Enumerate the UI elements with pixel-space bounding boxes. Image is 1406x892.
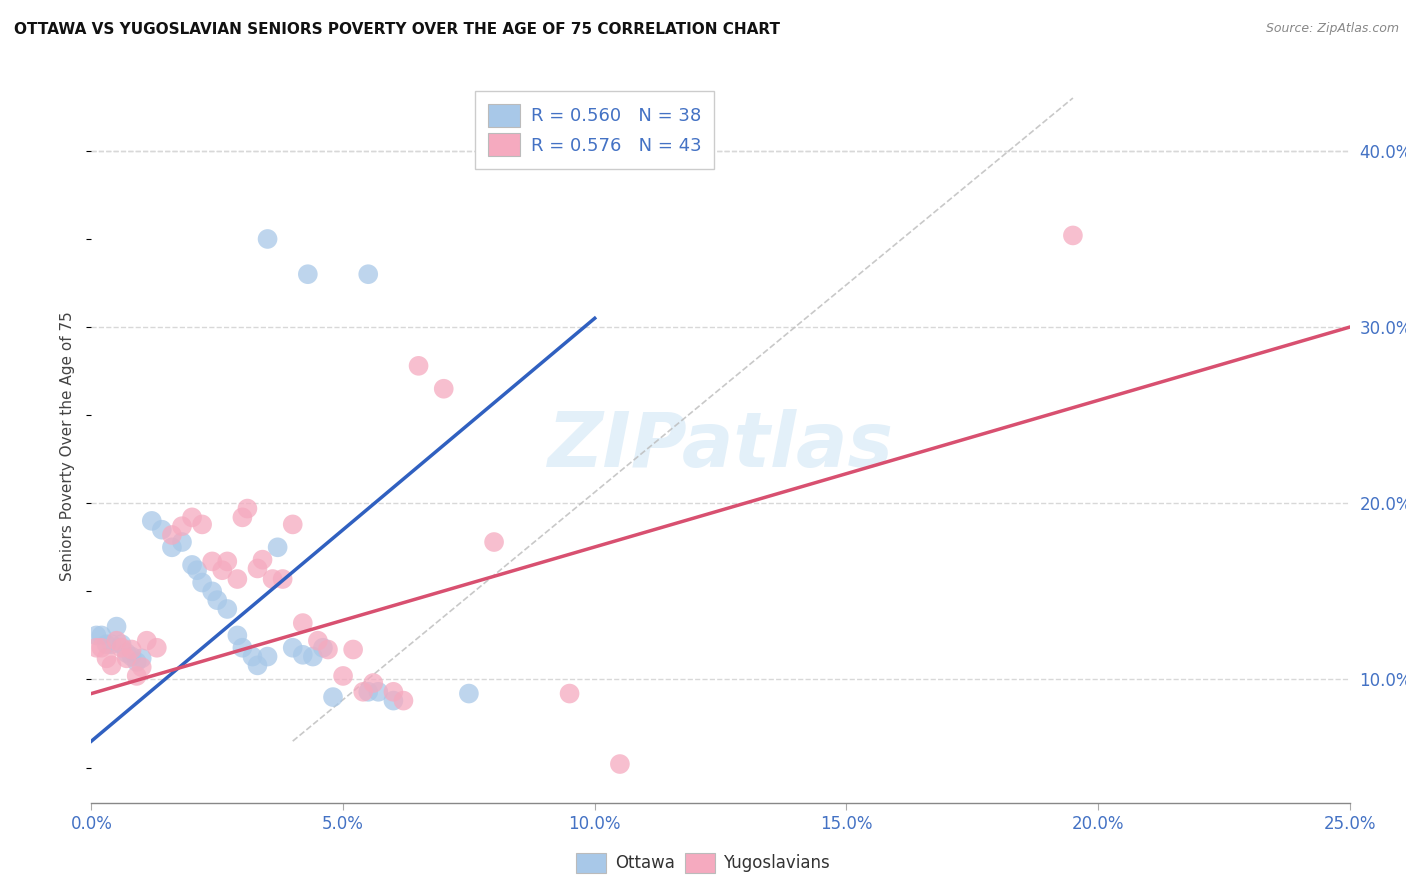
Point (191, 517, 214, 532)
Point (271, 572, 294, 586)
Point (357, 267, 380, 281)
Point (256, 232, 278, 246)
Point (181, 558, 204, 572)
Point (86, 628, 108, 642)
Point (352, 685, 374, 699)
Point (186, 563, 208, 577)
Point (135, 633, 157, 648)
Point (226, 572, 249, 586)
Point (90, 628, 112, 642)
Point (252, 552, 274, 566)
Point (291, 616, 314, 631)
Point (90, 640, 112, 655)
Point (408, 359, 430, 373)
Point (357, 685, 380, 699)
Point (121, 642, 143, 657)
Point (217, 554, 239, 568)
Point (160, 541, 183, 555)
Legend: R = 0.560   N = 38, R = 0.576   N = 43: R = 0.560 N = 38, R = 0.576 N = 43 (475, 91, 714, 169)
Text: OTTAWA VS YUGOSLAVIAN SENIORS POVERTY OVER THE AGE OF 75 CORRELATION CHART: OTTAWA VS YUGOSLAVIAN SENIORS POVERTY OV… (14, 22, 780, 37)
Point (361, 676, 384, 690)
Point (115, 651, 138, 665)
Point (150, 523, 173, 537)
Point (141, 514, 163, 528)
Point (231, 640, 253, 655)
Point (121, 649, 143, 664)
Point (96, 651, 118, 665)
Point (170, 519, 193, 533)
Point (160, 528, 183, 542)
Point (316, 642, 339, 657)
Point (256, 649, 278, 664)
Point (201, 584, 224, 599)
Point (110, 637, 132, 651)
Point (236, 501, 259, 516)
Point (302, 649, 325, 664)
Point (125, 669, 148, 683)
Point (125, 655, 148, 669)
Point (246, 658, 269, 673)
Point (392, 693, 415, 707)
Point (86, 640, 108, 655)
Point (457, 687, 479, 701)
Text: ZIPatlas: ZIPatlas (547, 409, 894, 483)
Point (322, 690, 344, 704)
Point (609, 757, 631, 772)
Point (266, 541, 288, 555)
Point (262, 572, 284, 586)
Point (433, 382, 456, 396)
Point (105, 619, 128, 633)
Point (297, 267, 319, 281)
Point (226, 628, 249, 642)
Point (291, 648, 314, 662)
Point (181, 510, 204, 524)
Y-axis label: Seniors Poverty Over the Age of 75: Seniors Poverty Over the Age of 75 (60, 311, 76, 581)
Point (382, 685, 405, 699)
Point (382, 693, 405, 707)
Point (242, 649, 264, 664)
Point (332, 669, 354, 683)
Point (96, 637, 118, 651)
Text: Source: ZipAtlas.com: Source: ZipAtlas.com (1265, 22, 1399, 36)
Point (146, 640, 169, 655)
Point (281, 640, 304, 655)
Point (191, 575, 214, 590)
Point (131, 651, 153, 665)
Point (231, 510, 253, 524)
Point (205, 593, 228, 607)
Point (482, 535, 505, 549)
Point (110, 640, 132, 655)
Point (1062, 228, 1084, 243)
Point (281, 517, 304, 532)
Point (100, 658, 122, 673)
Point (367, 685, 389, 699)
Point (170, 535, 193, 549)
Point (246, 561, 269, 575)
Point (217, 602, 239, 616)
Point (307, 633, 329, 648)
Point (100, 637, 122, 651)
Point (558, 687, 581, 701)
Point (211, 563, 233, 577)
Legend: Ottawa, Yugoslavians: Ottawa, Yugoslavians (569, 847, 837, 880)
Point (312, 640, 335, 655)
Point (342, 642, 364, 657)
Point (131, 660, 153, 674)
Point (201, 554, 224, 568)
Point (115, 646, 138, 660)
Point (634, 808, 657, 822)
Point (105, 633, 128, 648)
